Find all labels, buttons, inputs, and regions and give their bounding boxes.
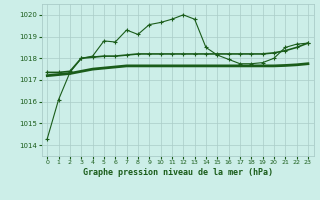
X-axis label: Graphe pression niveau de la mer (hPa): Graphe pression niveau de la mer (hPa) (83, 168, 273, 177)
